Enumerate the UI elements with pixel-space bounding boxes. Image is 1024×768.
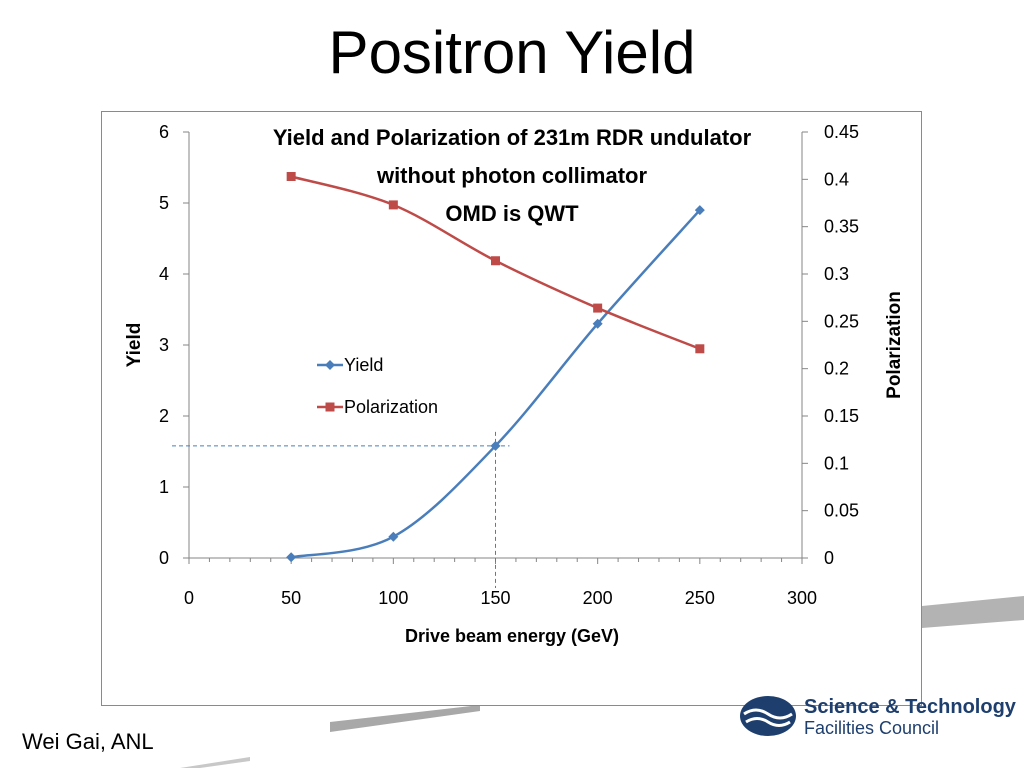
y2-tick-label: 0.2 [824,359,849,379]
y-axis-title: Yield [124,323,145,368]
decorative-swoosh-right [922,596,1024,628]
polarization-data-point [593,303,603,313]
decorative-swoosh-corner [180,757,250,768]
legend-marker-polarization [325,402,335,412]
y2-tick-label: 0.4 [824,169,849,189]
stfc-logo-icon [740,696,796,736]
slide-title: Positron Yield [328,19,696,86]
y-tick-label: 5 [159,193,169,213]
yield-data-point [388,531,399,542]
yield-series-line [290,209,701,559]
y2-tick-label: 0.15 [824,406,859,426]
x-axis-title: Drive beam energy (GeV) [405,626,619,646]
x-tick-label: 250 [685,588,715,608]
x-tick-label: 50 [281,588,301,608]
y-tick-label: 3 [159,335,169,355]
legend-marker-yield [325,360,335,370]
x-tick-label: 300 [787,588,817,608]
yield-data-point [286,552,297,563]
y2-tick-label: 0.25 [824,311,859,331]
stfc-logo: Science & Technology Facilities Council [738,688,1016,748]
x-tick-label: 0 [184,588,194,608]
decorative-swoosh-bottom [330,705,480,732]
y-tick-label: 4 [159,264,169,284]
y2-tick-label: 0.35 [824,217,859,237]
polarization-data-point [388,200,398,210]
logo-text-line2: Facilities Council [804,718,940,738]
y2-axis-title: Polarization [884,291,905,399]
x-tick-label: 200 [583,588,613,608]
yield-data-point [694,205,705,216]
chart-title-line: Yield and Polarization of 231m RDR undul… [273,125,752,150]
chart-svg: 0 1 2 3 4 5 6 0 0.05 0.1 0.15 0.2 0.25 0.3 0.35 0.4 0.45… [124,122,905,646]
author-credit: Wei Gai, ANL [22,729,154,754]
legend-label-yield: Yield [344,355,383,375]
logo-text-line1: Science & Technology [804,696,1016,718]
y2-tick-label: 0.45 [824,122,859,142]
y-tick-label: 0 [159,548,169,568]
polarization-data-point [491,256,500,266]
y2-tick-label: 0 [824,548,834,568]
x-tick-label: 100 [378,588,408,608]
y2-tick-label: 0.1 [824,453,849,473]
yield-data-point [592,318,603,329]
chart-area: 0 1 2 3 4 5 6 0 0.05 0.1 0.15 0.2 0.25 0.3 0.35 0.4 0.45… [101,111,922,706]
y-tick-label: 6 [159,122,169,142]
polarization-data-point [695,344,705,354]
polarization-data-point [286,171,296,181]
chart-title-line: OMD is QWT [445,201,579,226]
y-tick-label: 1 [159,477,169,497]
y2-tick-label: 0.3 [824,264,849,284]
legend-label-polarization: Polarization [344,397,438,417]
chart-title-line: without photon collimator [376,163,648,188]
y2-tick-label: 0.05 [824,501,859,521]
y-tick-label: 2 [159,406,169,426]
x-tick-label: 150 [480,588,510,608]
